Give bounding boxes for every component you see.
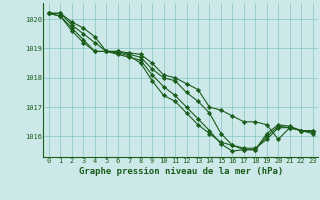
X-axis label: Graphe pression niveau de la mer (hPa): Graphe pression niveau de la mer (hPa) — [79, 167, 283, 176]
